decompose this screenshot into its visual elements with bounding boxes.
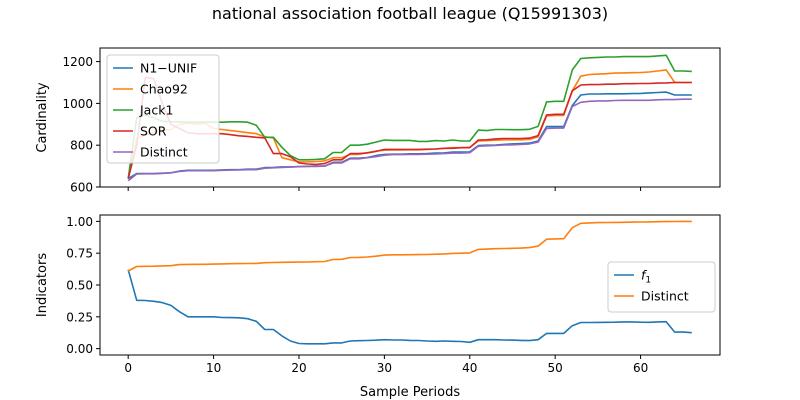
cardinality-y-tick-label: 600 <box>70 181 93 195</box>
indicators-legend: f1 Distinct <box>607 261 716 313</box>
indicators-legend-box <box>607 261 716 313</box>
cardinality-y-axis-label: Cardinality <box>35 82 50 153</box>
indicators-ticks: 0 10 20 30 40 50 60 0.00 0.25 0.50 0.75 1.00 <box>66 215 648 375</box>
x-axis-label: Sample Periods <box>360 385 460 400</box>
cardinality-legend-label-n1-unif: N1−UNIF <box>140 61 197 76</box>
x-tick-label: 40 <box>462 361 477 375</box>
x-tick-label: 60 <box>633 361 648 375</box>
indicators-series-f1 <box>127 269 692 345</box>
indicators-legend-label-distinct: Distinct <box>641 289 689 304</box>
indicators-y-tick-label: 0.25 <box>66 310 93 324</box>
indicators-y-axis-label: Indicators <box>35 253 50 317</box>
cardinality-series-group <box>127 54 692 182</box>
x-tick-label: 0 <box>124 361 132 375</box>
cardinality-axes-frame <box>99 47 721 188</box>
indicators-legend-label-f1: f1 <box>641 268 651 286</box>
cardinality-series-jack1 <box>127 54 692 179</box>
cardinality-series-sor <box>127 76 692 179</box>
x-tick-label: 20 <box>291 361 306 375</box>
indicators-y-tick-label: 0.00 <box>66 342 93 356</box>
x-tick-label: 10 <box>206 361 221 375</box>
cardinality-panel: 600 800 1000 1200 Cardinality N1−UNIF Chao92… <box>35 47 721 195</box>
cardinality-legend-label-chao92: Chao92 <box>140 82 188 97</box>
cardinality-y-tick-label: 1200 <box>62 55 93 69</box>
cardinality-y-tick-label: 1000 <box>62 97 93 111</box>
cardinality-legend: N1−UNIF Chao92 Jack1 SOR Distinct <box>106 54 220 164</box>
cardinality-y-tick-label: 800 <box>70 139 93 153</box>
cardinality-legend-label-jack1: Jack1 <box>139 103 173 118</box>
cardinality-ticks: 600 800 1000 1200 <box>62 55 642 195</box>
indicators-y-tick-label: 0.75 <box>66 247 93 261</box>
cardinality-legend-label-distinct: Distinct <box>140 145 188 160</box>
cardinality-series-distinct <box>127 98 692 182</box>
indicators-series-distinct <box>127 220 692 272</box>
indicators-y-tick-label: 1.00 <box>66 215 93 229</box>
cardinality-legend-box <box>106 54 220 164</box>
indicators-series-group <box>127 220 692 345</box>
x-tick-label: 30 <box>377 361 392 375</box>
indicators-y-tick-label: 0.50 <box>66 279 93 293</box>
indicators-panel: 0 10 20 30 40 50 60 0.00 0.25 0.50 0.75 1.00 Indica… <box>35 214 721 400</box>
figure-title: national association football league (Q1… <box>212 4 608 23</box>
x-tick-label: 50 <box>548 361 563 375</box>
cardinality-legend-label-sor: SOR <box>140 124 167 139</box>
